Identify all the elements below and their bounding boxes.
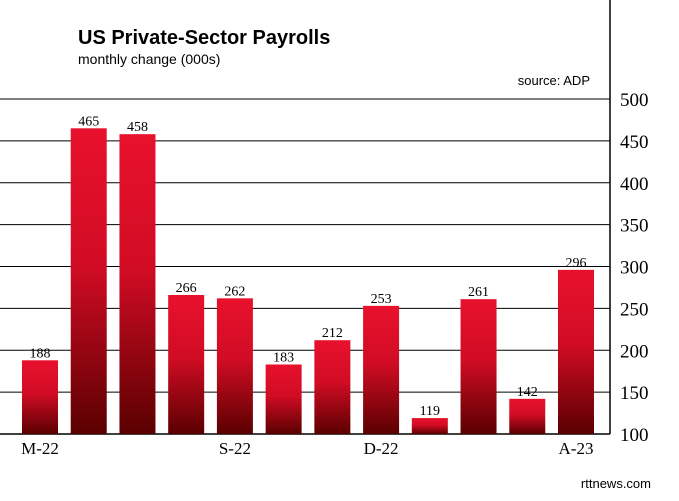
y-tick-label: 350: [620, 216, 649, 237]
x-tick-label: A-23: [559, 439, 594, 458]
y-tick-label: 400: [620, 174, 649, 195]
bar-value-label: 183: [273, 350, 294, 365]
y-tick-label: 450: [620, 132, 649, 153]
y-tick-label: 200: [620, 341, 649, 362]
bar-value-label: 253: [371, 292, 392, 307]
x-tick-label: D-22: [364, 439, 399, 458]
bar: [314, 340, 351, 434]
x-axis-ticks: M-22 S-22 D-22 A-23: [21, 439, 593, 458]
source-note: source: ADP: [518, 73, 590, 88]
bar: [216, 298, 253, 434]
bar: [22, 360, 58, 434]
bar-value-label: 266: [176, 281, 197, 296]
bar-value-label: 119: [420, 404, 440, 419]
chart-subtitle: monthly change (000s): [78, 51, 220, 67]
bar-value-label: 296: [566, 256, 587, 271]
data-labels: 188 465 458 266 262 183 212 253 119 261 142 296: [30, 114, 587, 419]
bar: [70, 128, 107, 434]
y-axis-ticks: 100 150 200 250 300 350 400 450 500: [620, 90, 649, 446]
bar-value-label: 212: [322, 326, 343, 341]
bar: [558, 269, 594, 434]
y-tick-label: 250: [620, 299, 649, 320]
bar-value-label: 458: [127, 120, 148, 135]
bar: [265, 364, 302, 434]
bar: [363, 305, 400, 434]
credit-text: rttnews.com: [581, 476, 651, 491]
bar-value-label: 142: [517, 385, 538, 400]
bar-value-label: 188: [30, 346, 51, 361]
x-tick-label: S-22: [219, 439, 251, 458]
y-tick-label: 300: [620, 258, 649, 279]
bar: [460, 299, 497, 434]
bar: [509, 398, 546, 434]
bars: [22, 128, 594, 435]
y-tick-label: 150: [620, 383, 649, 404]
bar-value-label: 262: [224, 284, 245, 299]
x-tick-label: M-22: [21, 439, 59, 458]
bar-value-label: 465: [78, 114, 99, 129]
bar: [168, 294, 205, 434]
bar: [119, 134, 156, 435]
y-tick-label: 100: [620, 425, 649, 446]
bar: [411, 418, 448, 434]
y-tick-label: 500: [620, 90, 649, 111]
chart-title: US Private-Sector Payrolls: [78, 27, 330, 49]
bar-value-label: 261: [468, 285, 489, 300]
